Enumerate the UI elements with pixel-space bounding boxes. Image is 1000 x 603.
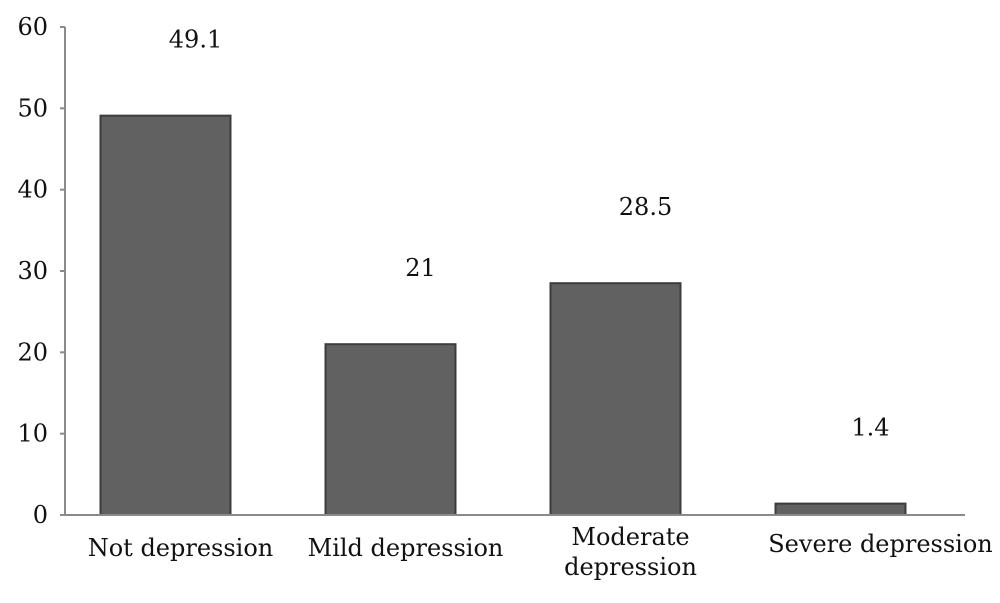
data-label: 49.1 bbox=[169, 26, 222, 54]
data-labels: 49.1 21 28.5 1.4 bbox=[169, 26, 890, 442]
y-tick-label: 30 bbox=[17, 257, 48, 285]
y-tick-label: 60 bbox=[17, 13, 48, 41]
bar bbox=[774, 502, 907, 517]
y-tick-label: 20 bbox=[17, 338, 48, 366]
data-label: 1.4 bbox=[851, 414, 889, 442]
category-label-line: depression bbox=[564, 553, 697, 581]
y-tick-label: 0 bbox=[33, 501, 48, 529]
data-label: 28.5 bbox=[619, 193, 672, 221]
category-label: Moderate depression bbox=[564, 523, 697, 581]
bar bbox=[99, 114, 232, 517]
category-label: Not depression bbox=[88, 534, 274, 562]
category-label-line: Mild depression bbox=[308, 534, 504, 562]
category-label-line: Severe depression bbox=[768, 530, 993, 558]
y-tick-label: 40 bbox=[17, 176, 48, 204]
y-axis-ticks: 0 10 20 30 40 50 60 bbox=[17, 13, 65, 529]
category-label: Severe depression bbox=[768, 530, 993, 558]
bars bbox=[99, 114, 907, 517]
y-tick-label: 50 bbox=[17, 94, 48, 122]
bar bbox=[324, 343, 457, 517]
category-label: Mild depression bbox=[308, 534, 504, 562]
data-label: 21 bbox=[405, 254, 436, 282]
category-labels: Not depression Mild depression Moderate dep… bbox=[88, 523, 993, 581]
category-label-line: Moderate bbox=[571, 523, 689, 551]
bar bbox=[549, 282, 682, 517]
y-tick-label: 10 bbox=[17, 420, 48, 448]
category-label-line: Not depression bbox=[88, 534, 274, 562]
